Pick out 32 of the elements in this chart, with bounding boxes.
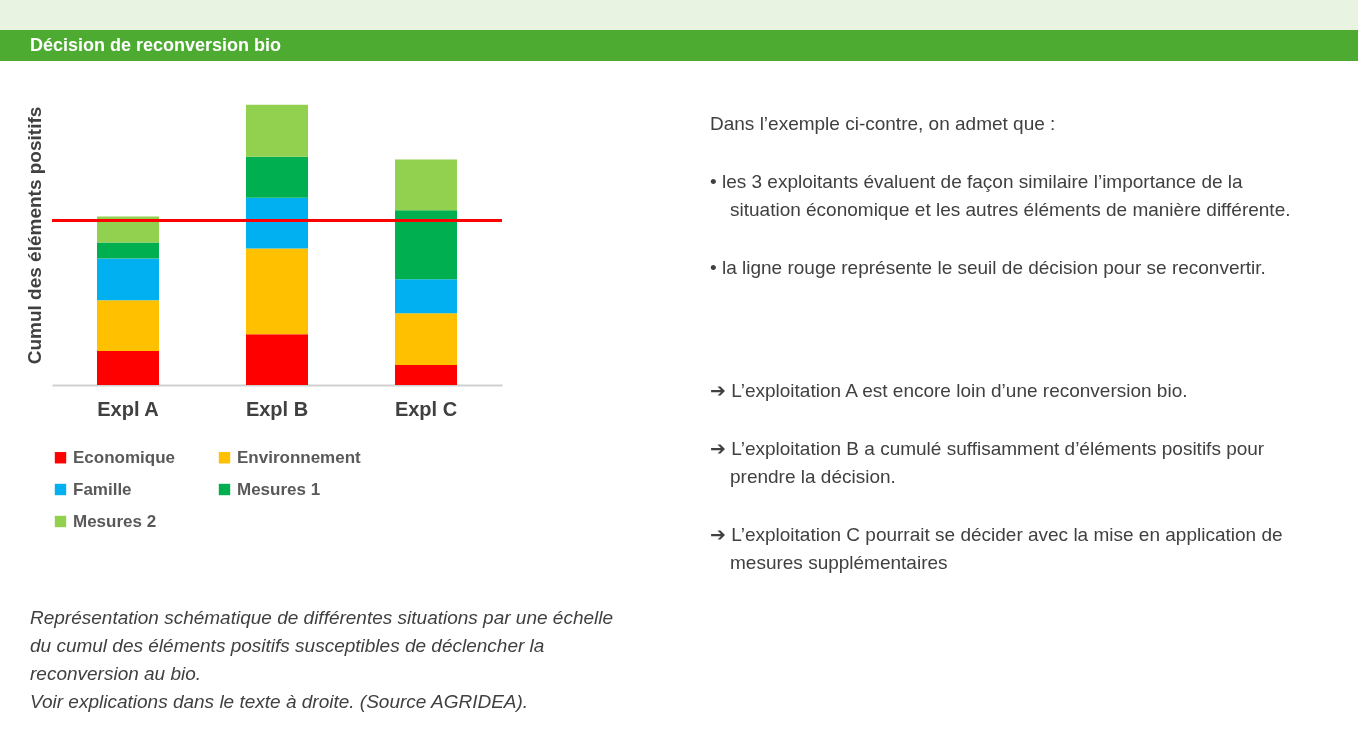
bar	[96, 300, 159, 352]
bar	[395, 279, 458, 314]
bar	[395, 210, 458, 280]
text: ➔ L’exploitation C pourrait se décider avec la mise en application de mesures supplémentaires	[710, 523, 1284, 575]
text: Représentation schématique de différentes situations par une échelle du cumul des éléments positifs susceptibles de déclencher la reconversion au bio.	[30, 606, 615, 686]
bar	[96, 351, 159, 385]
text: Voir explications dans le texte à droite. (Source AGRIDEA).	[30, 690, 530, 714]
text: • les 3 exploitants évaluent de façon similaire l’importance de la situation économique et les autres éléments de manière différente.	[710, 170, 1292, 222]
bar	[246, 334, 308, 385]
chart-title: Décision de reconversion bio	[0, 30, 1358, 61]
bar	[246, 104, 308, 157]
text: ➔ L’exploitation B a cumulé suffisamment d’éléments positifs pour prendre la décision.	[710, 437, 1266, 489]
x-tick-label: Expl A	[97, 397, 159, 420]
x-tick-label: Expl B	[245, 397, 309, 420]
legend-label: Mesures 2	[73, 511, 157, 531]
text: Dans l’exemple ci-contre, on admet que :	[710, 112, 1057, 136]
bar	[246, 156, 308, 198]
bar	[246, 248, 308, 335]
bar	[96, 242, 159, 259]
text: ➔ L’exploitation A est encore loin d’une reconversion bio.	[710, 379, 1189, 403]
legend-label: Mesures 1	[237, 479, 321, 499]
bar	[96, 258, 159, 301]
bar	[246, 197, 308, 249]
bar	[395, 365, 458, 385]
legend-label: Economique	[73, 447, 176, 467]
x-tick-label: Expl C	[394, 397, 458, 420]
legend-label: Environnement	[237, 447, 362, 467]
legend-label: Famille	[73, 479, 132, 499]
y-axis-title: Cumul des éléments positifs	[23, 106, 45, 365]
bar	[395, 159, 458, 211]
bar	[395, 313, 458, 366]
text: • la ligne rouge représente le seuil de décision pour se reconvertir.	[710, 256, 1267, 280]
